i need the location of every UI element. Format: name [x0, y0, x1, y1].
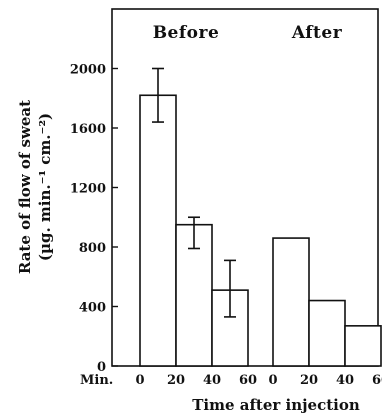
x-axis-title: Time after injection [192, 396, 360, 414]
panel-label-after: After [291, 23, 343, 43]
x-tick-label: 40 [203, 373, 221, 388]
bar-after [344, 325, 382, 367]
panel-label-before: Before [153, 23, 220, 43]
bar-before [139, 94, 177, 367]
y-tick-label: 400 [79, 301, 106, 316]
x-tick-label: 0 [135, 373, 144, 388]
x-tick-label: 40 [336, 373, 354, 388]
y-tick-label: 2000 [70, 63, 106, 78]
y-axis-title: Rate of flow of sweat [16, 100, 34, 274]
x-tick-label: 60 [372, 373, 382, 388]
y-tick-label: 1200 [70, 182, 106, 197]
y-tick-label: 0 [97, 360, 106, 375]
x-tick-label: 20 [300, 373, 318, 388]
y-tick-label: 800 [79, 241, 106, 256]
y-tick-label: 1600 [70, 122, 106, 137]
bar-after [272, 237, 310, 367]
y-axis-units: (µg. min.⁻¹ cm.⁻²) [36, 113, 54, 261]
bar-after [308, 299, 346, 367]
x-tick-label: 20 [167, 373, 185, 388]
x-tick-label: 0 [268, 373, 277, 388]
x-tick-label: 60 [239, 373, 257, 388]
x-axis-prefix: Min. [80, 373, 113, 388]
